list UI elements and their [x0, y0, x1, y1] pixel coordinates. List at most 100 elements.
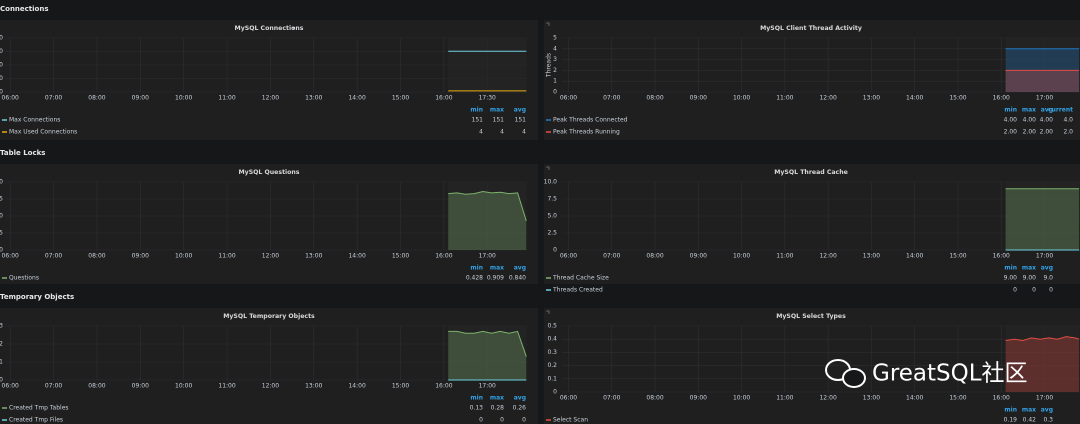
- legend-value: 2.00: [1023, 129, 1037, 136]
- x-tick-label: 06:00: [2, 383, 19, 390]
- y-tick-label: 50: [0, 75, 3, 82]
- x-tick-label: 11:00: [776, 95, 793, 102]
- data-region: [1005, 38, 1080, 92]
- x-tick-label: 12:00: [819, 395, 836, 402]
- y-tick-label: 7.5: [547, 196, 557, 203]
- legend-name: Threads Created: [552, 287, 603, 294]
- x-tick-label: 08:00: [646, 253, 663, 260]
- x-tick-label: 17:00: [479, 253, 496, 260]
- x-tick-label: 15:00: [392, 253, 409, 260]
- legend-value: 0.19: [1004, 417, 1018, 424]
- legend-value: 0: [479, 417, 483, 424]
- y-tick-label: 0.4: [547, 336, 557, 343]
- panel: MySQL Select Types 0 0.1 0.2 0.3 0.4 0.5 06:00 0…: [544, 308, 1080, 424]
- y-tick-label: 0.3: [547, 349, 557, 356]
- panel: MySQL Questions 0 0.25 0.50 0.75 1.00 06:00 07:…: [0, 164, 538, 284]
- legend-value: 2.00: [1004, 129, 1018, 136]
- legend-swatch: [2, 407, 7, 409]
- x-tick-label: 09:00: [690, 253, 707, 260]
- series-line: [1005, 336, 1080, 342]
- legend-value: 4.0: [1063, 117, 1073, 124]
- legend-header: max: [1022, 265, 1036, 272]
- legend-name: Questions: [9, 275, 39, 282]
- y-tick-label: 0: [0, 89, 3, 96]
- legend-swatch: [2, 419, 7, 421]
- y-tick-label: 4: [553, 45, 557, 52]
- x-tick-label: 10:00: [175, 383, 192, 390]
- x-tick-label: 08:00: [646, 395, 663, 402]
- legend-swatch: [2, 277, 7, 279]
- legend-value: 4.00: [1023, 117, 1037, 124]
- watermark-text: GreatSQL社区: [872, 361, 1028, 387]
- legend-name: Select Scan: [553, 417, 588, 424]
- x-tick-label: 08:00: [88, 383, 105, 390]
- x-tick-label: 06:00: [560, 395, 577, 402]
- legend-header: min: [1004, 107, 1017, 114]
- y-axis-label: Threads: [546, 53, 553, 78]
- y-tick-label: 0: [0, 377, 3, 384]
- legend-value: 0.13: [470, 405, 484, 412]
- y-tick-label: 0.5: [547, 323, 557, 330]
- x-tick-label: 07:00: [603, 395, 620, 402]
- x-tick-label: 11:00: [776, 253, 793, 260]
- x-tick-label: 16:00: [993, 253, 1010, 260]
- legend-swatch: [546, 119, 551, 121]
- legend-swatch: [2, 119, 7, 121]
- legend-value: 0: [1049, 287, 1053, 294]
- y-tick-label: 0.2: [0, 341, 3, 348]
- x-tick-label: 09:00: [690, 395, 707, 402]
- panel: MySQL Thread Cache 0 2.5 5.0 7.5 10.0 06:00 07:…: [544, 164, 1080, 294]
- legend-header: max: [490, 395, 504, 402]
- legend-swatch: [2, 131, 7, 133]
- y-tick-label: 0.25: [0, 230, 3, 237]
- legend-value: 0.428: [466, 275, 483, 282]
- x-tick-label: 17:00: [479, 383, 496, 390]
- x-tick-label: 17:00: [1036, 95, 1053, 102]
- x-tick-label: 10:00: [733, 253, 750, 260]
- y-tick-label: 200: [0, 35, 3, 42]
- legend-header: min: [1004, 265, 1017, 272]
- data-region: [448, 38, 527, 92]
- data-region: [1005, 182, 1080, 250]
- x-tick-label: 13:00: [305, 95, 322, 102]
- legend-value: 4: [479, 129, 483, 136]
- legend-value: 4: [522, 129, 526, 136]
- watermark: GreatSQL社区: [825, 359, 1028, 388]
- x-tick-label: 13:00: [305, 383, 322, 390]
- panel-title: MySQL Client Thread Activity: [760, 25, 862, 32]
- legend-header: avg: [1041, 107, 1053, 114]
- x-tick-label: 06:00: [560, 95, 577, 102]
- series-area: [1005, 336, 1080, 392]
- legend-value: 0: [500, 417, 504, 424]
- legend-value: 151: [472, 117, 484, 124]
- x-tick-label: 16:00: [993, 95, 1010, 102]
- x-tick-label: 09:00: [132, 95, 149, 102]
- x-tick-label: 15:00: [949, 95, 966, 102]
- panel-title: MySQL Select Types: [776, 313, 846, 320]
- y-tick-label: 5: [553, 35, 557, 42]
- panels: Connections Table Locks Temporary Objects M…: [0, 5, 1080, 424]
- legend-value: 9.0: [1043, 275, 1053, 282]
- legend-header: min: [470, 107, 483, 114]
- legend-name: Thread Cache Size: [552, 275, 609, 282]
- y-tick-label: 2: [553, 67, 557, 74]
- legend-header: max: [490, 107, 504, 114]
- x-tick-label: 15:00: [949, 395, 966, 402]
- legend-value: 4: [500, 129, 504, 136]
- legend-value: 0.42: [1023, 417, 1037, 424]
- panel-bg: [544, 164, 1080, 284]
- panel-title: MySQL Thread Cache: [774, 169, 848, 176]
- legend-header: min: [1004, 407, 1017, 414]
- legend-value: 0.28: [491, 405, 505, 412]
- x-tick-label: 15:00: [949, 253, 966, 260]
- x-tick-label: 07:00: [603, 95, 620, 102]
- legend-name: Created Tmp Tables: [9, 405, 69, 412]
- legend-header: avg: [514, 265, 526, 272]
- x-tick-label: 11:00: [218, 95, 235, 102]
- x-tick-label: 14:00: [348, 383, 365, 390]
- x-tick-label: 10:00: [175, 95, 192, 102]
- y-tick-label: 1.00: [0, 179, 3, 186]
- x-tick-label: 11:00: [776, 395, 793, 402]
- legend-name: Peak Threads Connected: [553, 117, 628, 124]
- x-tick-label: 16:00: [435, 253, 452, 260]
